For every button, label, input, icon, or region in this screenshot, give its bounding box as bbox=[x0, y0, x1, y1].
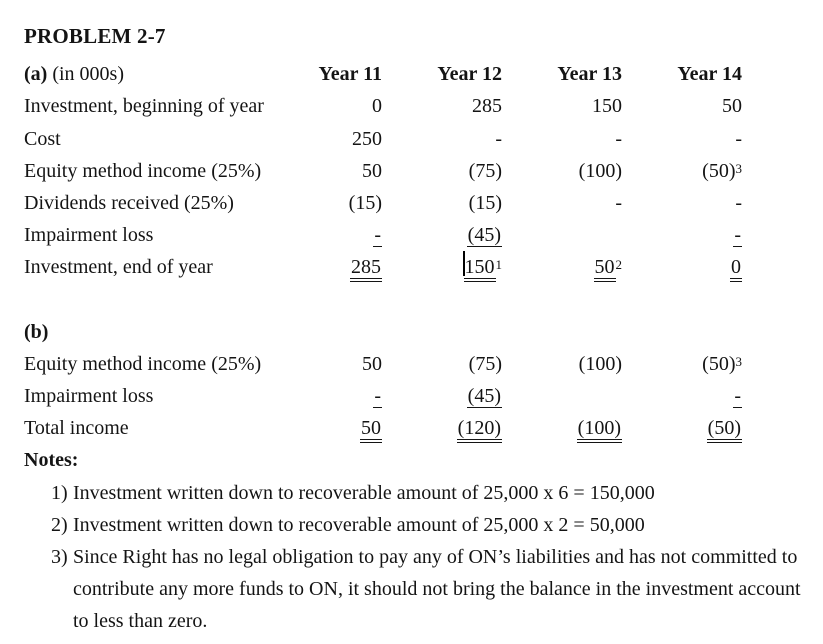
column-header-year-13: Year 13 bbox=[557, 63, 622, 86]
table-cell: 502 bbox=[593, 256, 623, 283]
table-cell: - bbox=[735, 127, 742, 150]
note-text: Since Right has no legal obligation to p… bbox=[73, 546, 798, 569]
table-cell: 50 bbox=[362, 352, 382, 375]
table-cell: (75) bbox=[468, 352, 502, 375]
footnote-ref-1: 1 bbox=[495, 257, 503, 273]
column-header-year-11: Year 11 bbox=[318, 63, 382, 86]
table-cell: (120) bbox=[456, 417, 503, 444]
table-cell: 285 bbox=[350, 256, 382, 283]
table-cell: 0 bbox=[372, 95, 382, 118]
table-a: (a) (in 000s) Year 11 Year 12 Year 13 Ye… bbox=[24, 58, 782, 283]
table-cell: - bbox=[615, 127, 622, 150]
table-cell: (50)3 bbox=[702, 352, 743, 375]
table-cell: 0 bbox=[730, 256, 742, 283]
table-cell: (100) bbox=[578, 352, 622, 375]
column-header-year-14: Year 14 bbox=[677, 63, 742, 86]
table-cell: 150 bbox=[592, 95, 622, 118]
footnote-ref-3: 3 bbox=[735, 160, 743, 176]
table-cell: - bbox=[733, 224, 742, 248]
column-header-year-12: Year 12 bbox=[437, 63, 502, 86]
note-text-continued: to less than zero. bbox=[73, 610, 208, 633]
table-cell: 50 bbox=[362, 159, 382, 182]
table-cell: (45) bbox=[466, 385, 502, 409]
section-a-label: (a) bbox=[24, 63, 48, 86]
note-item-2: 2) Investment written down to recoverable… bbox=[24, 509, 823, 541]
table-cell: (45) bbox=[466, 224, 502, 248]
table-cell: 50 bbox=[360, 417, 382, 444]
note-number: 3) bbox=[51, 546, 68, 569]
row-label: Investment, end of year bbox=[24, 256, 213, 279]
note-item-1: 1) Investment written down to recoverable… bbox=[24, 477, 823, 509]
table-cell bbox=[502, 219, 622, 251]
table-a-header-label: (a) (in 000s) bbox=[24, 58, 262, 90]
notes-heading: Notes: bbox=[24, 449, 79, 472]
row-label: Cost bbox=[24, 127, 61, 150]
table-cell: (50)3 bbox=[702, 159, 743, 182]
footnote-ref-3: 3 bbox=[735, 353, 743, 369]
row-label: Total income bbox=[24, 417, 129, 440]
table-cell: (15) bbox=[348, 191, 382, 214]
row-label: Equity method income (25%) bbox=[24, 352, 262, 375]
row-label: Impairment loss bbox=[24, 385, 154, 408]
note-number: 2) bbox=[51, 513, 68, 536]
table-cell bbox=[502, 380, 622, 412]
table-cell: (100) bbox=[576, 417, 623, 444]
row-label: Equity method income (25%) bbox=[24, 159, 262, 182]
table-b: Equity method income (25%) 50 (75) (100)… bbox=[24, 348, 782, 445]
row-label: Dividends received (25%) bbox=[24, 191, 234, 214]
note-text: Investment written down to recoverable a… bbox=[73, 513, 645, 536]
note-item-3: 3) Since Right has no legal obligation to… bbox=[24, 541, 823, 638]
table-cell: - bbox=[373, 224, 382, 248]
note-text-continued: contribute any more funds to ON, it shou… bbox=[73, 578, 801, 601]
page-title: PROBLEM 2-7 bbox=[24, 24, 166, 48]
table-cell: (75) bbox=[468, 159, 502, 182]
table-cell: 50 bbox=[722, 95, 742, 118]
table-cell: (100) bbox=[578, 159, 622, 182]
section-a-unit: (in 000s) bbox=[52, 63, 124, 86]
table-cell: 1501 bbox=[462, 251, 503, 283]
footnote-ref-2: 2 bbox=[615, 257, 623, 273]
table-cell: - bbox=[615, 191, 622, 214]
table-cell: 285 bbox=[472, 95, 502, 118]
blank-line bbox=[24, 284, 823, 316]
table-cell: (15) bbox=[468, 191, 502, 214]
note-number: 1) bbox=[51, 481, 68, 504]
note-text: Investment written down to recoverable a… bbox=[73, 481, 655, 504]
section-b-label: (b) bbox=[24, 320, 49, 343]
table-cell: - bbox=[735, 191, 742, 214]
table-cell: - bbox=[733, 385, 742, 409]
table-cell: 250 bbox=[352, 127, 382, 150]
table-cell: - bbox=[495, 127, 502, 150]
row-label: Investment, beginning of year bbox=[24, 95, 264, 118]
table-cell: - bbox=[373, 385, 382, 409]
row-label: Impairment loss bbox=[24, 224, 154, 247]
table-cell: (50) bbox=[706, 417, 743, 444]
